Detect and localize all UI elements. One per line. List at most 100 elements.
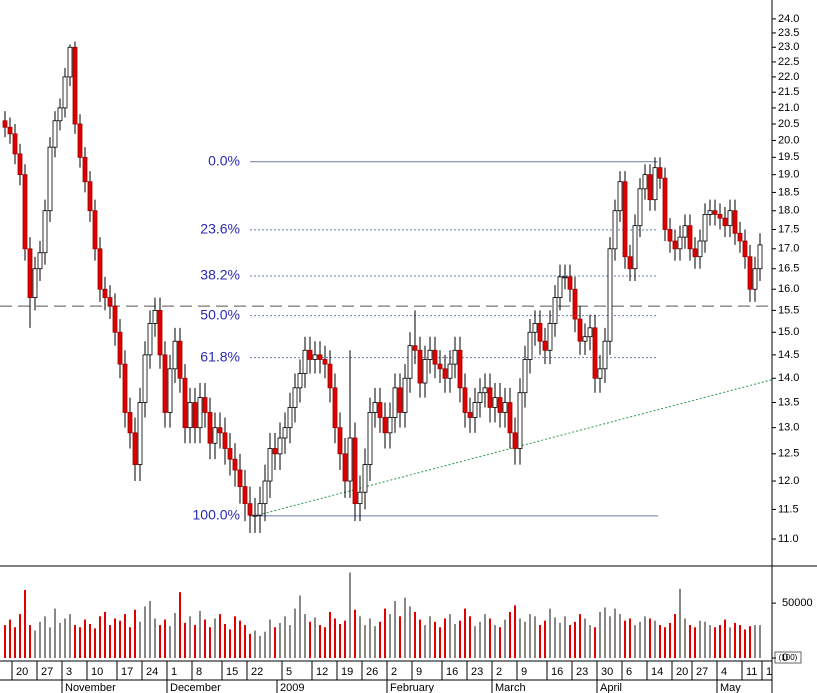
volume-bar [449,614,451,658]
candle-body [112,305,118,333]
y-tick-label: 23.0 [778,41,799,53]
month-label: February [390,682,435,693]
candle-body [392,387,398,418]
volume-bar [714,627,716,658]
volume-bar [629,618,631,658]
volume-bar [719,625,721,658]
candle-body [277,437,283,455]
volume-bar [689,625,691,658]
volume-bar [604,607,606,658]
candle-body [522,359,528,394]
candle-body [177,340,183,379]
candle-body [502,402,508,413]
volume-bar [154,618,156,658]
candle-body [12,133,18,155]
candle-body [172,340,178,370]
candle-body [107,297,113,307]
candle-body [582,336,588,342]
volume-bar [354,609,356,658]
volume-bar [19,614,21,658]
x-tick-label: 20 [16,666,28,678]
volume-bar [129,627,131,658]
candle-body [447,363,453,379]
y-tick-label: 11.5 [778,503,799,515]
candle-body [142,354,148,403]
candle-body [347,437,353,482]
volume-bar [224,623,226,658]
candle-body [307,349,313,360]
volume-bar [739,625,741,658]
volume-bar [324,627,326,658]
candle-body [357,491,363,505]
volume-bar [514,605,516,658]
volume-bar [309,621,311,658]
x-tick-label: 27 [41,666,53,678]
volume-bar [94,628,96,658]
volume-bar [69,614,71,658]
volume-bar [434,621,436,658]
volume-bar [704,621,706,658]
volume-bar [519,618,521,658]
volume-bar [194,625,196,658]
candle-body [162,354,168,413]
y-tick-label: 15.5 [778,304,799,316]
candle-body [452,349,458,365]
candle-body [62,76,68,109]
y-tick-label: 15.0 [778,326,799,338]
candle-body [507,402,513,434]
candle-body [262,480,268,505]
candle-body [557,276,563,299]
candle-body [747,256,753,290]
x-tick-label: 1 [171,666,177,678]
candle-body [647,174,653,201]
volume-bar [734,622,736,658]
candle-body [77,123,83,158]
x-tick-label: 27 [696,666,708,678]
candle-body [132,432,138,465]
candle-body [387,417,393,434]
candle-body [242,486,248,505]
volume-bar [479,621,481,658]
volume-bar [409,606,411,658]
candle-body [52,120,58,148]
candle-body [432,349,438,365]
y-tick-label: 17.5 [778,223,799,235]
x-tick-label: 9 [416,666,422,678]
volume-bar [484,614,486,658]
candle-body [247,503,253,516]
candle-body [382,417,388,434]
candle-body [137,402,143,465]
volume-bar [149,600,151,658]
candle-body [147,323,153,356]
y-tick-label: 12.0 [778,475,799,487]
candle-body [627,256,633,270]
candle-body [362,464,368,493]
volume-bar [184,622,186,658]
candle-body [572,288,578,320]
candle-body [82,156,88,183]
volume-bar [59,622,61,658]
candle-body [617,181,623,212]
candle-body [512,432,518,449]
candle-body [612,210,618,250]
x-tick-label: 22 [251,666,263,678]
candle-body [332,387,338,429]
volume-bar [574,621,576,658]
month-label: April [600,682,622,693]
candle-body [737,232,743,242]
fib-label: 100.0% [193,507,240,523]
candle-body [537,323,543,342]
y-tick-label: 22.0 [778,71,799,83]
volume-bar [334,618,336,658]
volume-bar [509,611,511,658]
volume-bar [79,627,81,658]
x-tick-label: 2 [496,666,502,678]
candle-body [652,167,658,201]
volume-bar [284,616,286,658]
volume-bar [204,619,206,658]
candle-body [7,126,13,135]
y-tick-label: 14.5 [778,349,799,361]
volume-bar [279,622,281,658]
fib-label: 61.8% [200,348,240,364]
candle-body [297,373,303,389]
